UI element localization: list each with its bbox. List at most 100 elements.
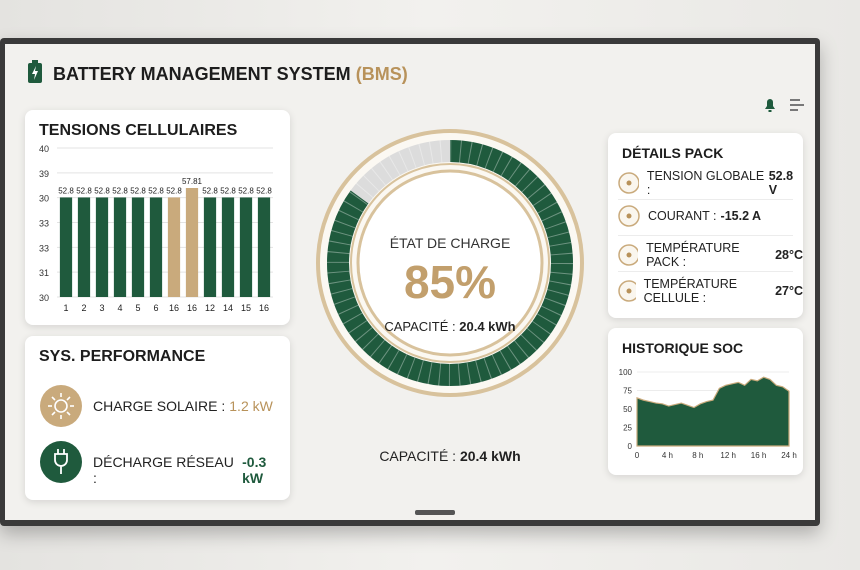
title-suffix: (BMS)	[355, 64, 408, 84]
capacity-value: 20.4 kWh	[459, 319, 515, 334]
detail-icon	[618, 172, 639, 194]
y-tick-label: 25	[623, 424, 632, 433]
bell-icon[interactable]	[765, 99, 775, 109]
cell-chart: 40 39 30 33 33 31 30 52.8 1 52.8 2 52.8 3 52.8 4 52.8 5 5…	[39, 144, 273, 313]
x-tick-label: 5	[135, 303, 140, 313]
detail-icon	[618, 280, 636, 302]
gauge-capacity: CAPACITÉ : 20.4 kWh	[384, 319, 515, 334]
metric-row: DÉCHARGE RÉSEAU : -0.3 kW	[93, 454, 290, 486]
detail-icon	[618, 244, 639, 266]
menu-icon[interactable]	[790, 99, 804, 111]
detail-value: 52.8 V	[768, 169, 794, 197]
metric-value: 1.2 kW	[229, 398, 273, 414]
detail-label: TEMPÉRATURE PACK :	[646, 241, 740, 269]
bar-value-label: 52.8	[58, 186, 74, 195]
bar	[149, 197, 163, 297]
detail-row: COURANT : -15.2 A	[618, 205, 761, 227]
gauge-inner-border	[350, 163, 550, 363]
gauge-fill	[327, 140, 573, 386]
performance-panel: SYS. PERFORMANCE CHARGE SOLAIRE : 1.2 kW…	[25, 336, 290, 500]
bar	[95, 197, 109, 297]
capacity-value: 20.4 kWh	[459, 448, 521, 464]
y-tick-label: 30	[39, 293, 49, 303]
bar	[77, 197, 91, 297]
y-tick-label: 100	[619, 368, 633, 377]
header-title: BATTERY MANAGEMENT SYSTEM (BMS)	[53, 64, 408, 85]
x-tick-label: 0	[635, 451, 640, 460]
gauge-label: ÉTAT DE CHARGE	[390, 235, 511, 251]
detail-label: TENSION GLOBALE :	[646, 169, 765, 197]
soc-area	[636, 376, 790, 447]
gauge-value: 85%	[404, 256, 496, 308]
x-tick-label: 12	[205, 303, 215, 313]
x-tick-label: 2	[81, 303, 86, 313]
title: BATTERY MANAGEMENT SYSTEM	[53, 64, 351, 84]
bar	[185, 188, 199, 297]
bar	[113, 197, 127, 297]
x-tick-label: 1	[63, 303, 68, 313]
detail-label: TEMPÉRATURE CELLULE :	[643, 277, 738, 305]
bar-value-label: 52.8	[166, 186, 182, 195]
bar-value-label: 52.8	[130, 186, 146, 195]
bar-value-label: 52.8	[202, 186, 218, 195]
bar-value-label: 52.8	[256, 186, 272, 195]
y-tick-label: 39	[39, 169, 49, 179]
bar-value-label: 52.8	[112, 186, 128, 195]
detail-row: TENSION GLOBALE : 52.8 V	[618, 169, 803, 197]
metric-row: CHARGE SOLAIRE : 1.2 kW	[93, 398, 273, 414]
divider	[618, 199, 793, 200]
panel-title: DÉTAILS PACK	[622, 145, 724, 161]
x-tick-label: 8 h	[692, 451, 703, 460]
sun-icon	[40, 385, 82, 427]
plug-icon	[40, 441, 82, 483]
screen: BATTERY MANAGEMENT SYSTEM (BMS) TENSIONS…	[5, 44, 815, 520]
soc-chart: 0 25 50 75 100 0 4 h 8 h 12 h 16 h 24 h	[619, 368, 797, 460]
bar	[167, 197, 181, 297]
x-tick-label: 4	[117, 303, 122, 313]
battery-icon	[28, 60, 42, 83]
x-tick-label: 16	[169, 303, 179, 313]
bar-value-label: 52.8	[238, 186, 254, 195]
y-tick-label: 50	[623, 405, 632, 414]
detail-value: 28°C	[775, 248, 803, 262]
detail-value: -15.2 A	[720, 209, 762, 223]
tv-frame: BATTERY MANAGEMENT SYSTEM (BMS) TENSIONS…	[0, 38, 820, 526]
y-tick-label: 75	[623, 387, 632, 396]
x-tick-label: 16	[187, 303, 197, 313]
x-tick-label: 16	[259, 303, 269, 313]
capacity-label: CAPACITÉ :	[379, 448, 457, 464]
gauge-segment-lines	[327, 140, 573, 386]
y-tick-label: 0	[628, 442, 633, 451]
bar-value-label: 57.81	[182, 177, 203, 186]
x-tick-label: 14	[223, 303, 233, 313]
panel-title: SYS. PERFORMANCE	[39, 348, 206, 365]
metric-value: -0.3 kW	[242, 454, 267, 486]
bar	[203, 197, 217, 297]
bar	[239, 197, 253, 297]
capacity-label: CAPACITÉ :	[384, 319, 455, 334]
x-tick-label: 15	[241, 303, 251, 313]
detail-icon	[618, 205, 640, 227]
bar-value-label: 52.8	[76, 186, 92, 195]
y-tick-label: 33	[39, 243, 49, 253]
x-tick-label: 16 h	[751, 451, 767, 460]
bar	[131, 197, 145, 297]
y-tick-label: 40	[39, 144, 49, 154]
panel-title: HISTORIQUE SOC	[622, 340, 744, 356]
pack-details-panel: DÉTAILS PACK TENSION GLOBALE : 52.8 V CO…	[608, 133, 803, 318]
gauge-inner-ring	[356, 169, 544, 357]
soc-gauge: ÉTAT DE CHARGE 85% CAPACITÉ : 20.4 kWh	[316, 129, 584, 397]
y-tick-label: 33	[39, 219, 49, 229]
x-tick-label: 24 h	[781, 451, 797, 460]
x-tick-label: 3	[99, 303, 104, 313]
bar	[221, 197, 235, 297]
bar	[59, 197, 73, 297]
detail-value: 27°C	[775, 284, 803, 298]
x-tick-label: 4 h	[662, 451, 673, 460]
bar-value-label: 52.8	[94, 186, 110, 195]
divider	[618, 271, 793, 272]
y-tick-label: 31	[39, 268, 49, 278]
metric-label: CHARGE SOLAIRE :	[93, 398, 226, 414]
detail-row: TEMPÉRATURE CELLULE : 27°C	[618, 277, 803, 305]
x-tick-label: 6	[153, 303, 158, 313]
